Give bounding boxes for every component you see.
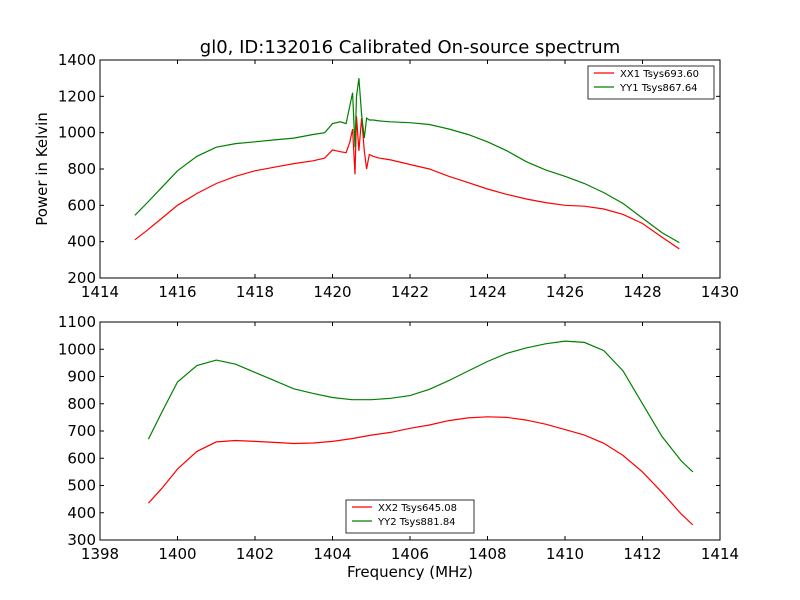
x-tick-label: 1418 (236, 283, 274, 301)
legend-label: YY2 Tsys881.84 (377, 517, 456, 528)
series-line-1 (147, 416, 694, 526)
legend-label: YY1 Tsys867.64 (619, 83, 698, 94)
x-axis-title: Frequency (MHz) (347, 563, 473, 581)
y-tick-label: 400 (67, 233, 96, 251)
x-tick-label: 1412 (623, 545, 661, 563)
y-tick-label: 200 (67, 269, 96, 287)
figure-title: gl0, ID:132016 Calibrated On-source spec… (200, 37, 620, 58)
y-axis-title: Power in Kelvin (33, 112, 51, 226)
y-tick-label: 500 (67, 477, 96, 495)
y-tick-label: 1000 (58, 340, 96, 358)
x-tick-label: 1406 (391, 545, 429, 563)
x-tick-label: 1402 (236, 545, 274, 563)
y-tick-label: 800 (67, 160, 96, 178)
y-tick-label: 800 (67, 395, 96, 413)
x-tick-label: 1420 (313, 283, 351, 301)
series-line-2 (147, 340, 694, 473)
bottom-panel: 1398 1400 1402 1404 1406 1408 1410 1412 1414 300 4… (58, 313, 739, 563)
y-tick-label: 700 (67, 422, 96, 440)
x-tick-label: 1400 (158, 545, 196, 563)
x-tick-label: 1398 (81, 545, 119, 563)
legend-label: XX1 Tsys693.60 (620, 69, 699, 80)
legend-label: XX2 Tsys645.08 (378, 503, 457, 514)
y-tick-label: 400 (67, 504, 96, 522)
legend-box (587, 65, 715, 100)
x-tick-label: 1414 (701, 545, 739, 563)
top-panel: 1414 1416 1418 1420 1422 1424 1426 1428 1430 200 4… (58, 51, 739, 301)
x-tick-label: 1416 (158, 283, 196, 301)
x-tick-label: 1424 (468, 283, 506, 301)
x-tick-label: 1428 (623, 283, 661, 301)
y-tick-label: 1400 (58, 51, 96, 69)
series-line-2 (134, 78, 680, 244)
y-tick-label: 600 (67, 449, 96, 467)
y-tick-label: 1200 (58, 87, 96, 105)
y-tick-label: 600 (67, 196, 96, 214)
legend-box (345, 499, 475, 534)
x-tick-label: 1408 (468, 545, 506, 563)
x-tick-label: 1414 (81, 283, 119, 301)
y-tick-label: 300 (67, 531, 96, 549)
x-tick-label: 1410 (546, 545, 584, 563)
x-tick-label: 1430 (701, 283, 739, 301)
series-line-1 (134, 116, 680, 250)
y-tick-label: 1000 (58, 124, 96, 142)
x-tick-label: 1426 (546, 283, 584, 301)
x-tick-label: 1422 (391, 283, 429, 301)
x-tick-label: 1404 (313, 545, 351, 563)
y-tick-label: 900 (67, 368, 96, 386)
y-tick-label: 1100 (58, 313, 96, 331)
